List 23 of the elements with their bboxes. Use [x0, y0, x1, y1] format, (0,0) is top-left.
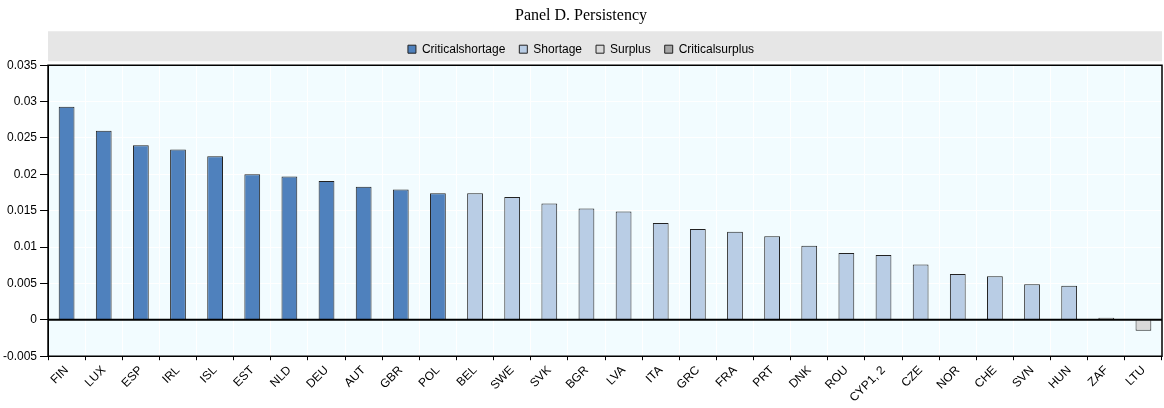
- y-tick-label: 0.01: [13, 239, 38, 254]
- legend-label: Criticalshortage: [421, 41, 506, 56]
- y-tick-label: -0.005: [2, 348, 38, 363]
- y-tick-label: 0.015: [6, 203, 38, 218]
- y-tick-label: 0.02: [13, 166, 38, 181]
- x-tick-label: ISL: [196, 362, 220, 386]
- y-tick-label: 0.005: [6, 275, 38, 290]
- x-tick-label: POL: [415, 362, 443, 390]
- legend-label: Criticalsurplus: [678, 41, 755, 56]
- y-tick-label: 0.03: [13, 93, 38, 108]
- x-tick-label: ITA: [642, 362, 666, 386]
- x-tick-label: FIN: [47, 362, 72, 387]
- x-tick-label: IRL: [159, 362, 183, 386]
- chart-title: Panel D. Persistency: [515, 5, 647, 24]
- legend-label: Shortage: [533, 41, 583, 56]
- x-tick-label: BEL: [453, 362, 480, 389]
- y-tick-label: 0.035: [6, 57, 38, 72]
- y-tick-label: 0.025: [6, 130, 38, 145]
- x-tick-label: FRA: [712, 362, 740, 390]
- x-tick-label: LTU: [1122, 362, 1148, 389]
- x-tick-label: LVA: [603, 362, 629, 388]
- y-tick-label: 0: [30, 312, 38, 327]
- legend-label: Surplus: [610, 41, 651, 56]
